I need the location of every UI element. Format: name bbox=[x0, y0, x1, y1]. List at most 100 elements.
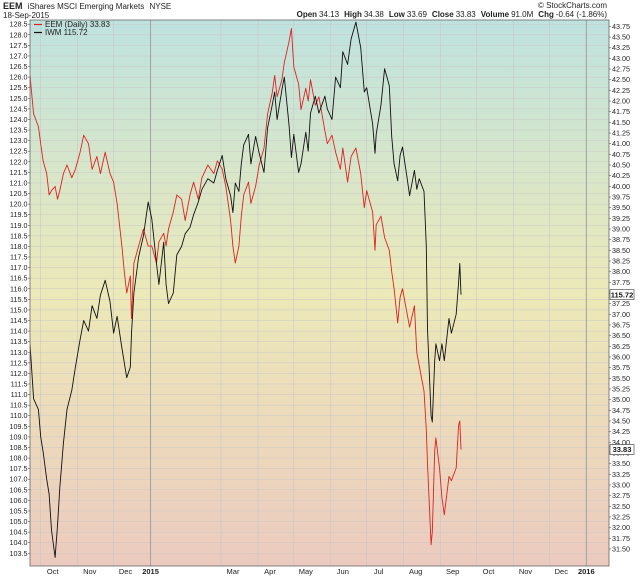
right-tick-label: 40.75 bbox=[612, 150, 630, 159]
right-tick-label: 40.00 bbox=[612, 182, 630, 191]
left-tick-label: 111.0 bbox=[11, 390, 28, 399]
right-tick-label: 33.25 bbox=[612, 470, 630, 479]
left-tick-label: 109.5 bbox=[10, 422, 28, 431]
right-tick-label: 39.75 bbox=[612, 193, 630, 202]
right-tick-label: 34.00 bbox=[612, 438, 630, 447]
right-tick-label: 35.50 bbox=[612, 374, 630, 383]
right-tick-label: 34.25 bbox=[612, 427, 630, 436]
left-tick-label: 110.5 bbox=[10, 401, 27, 410]
header-stats: Open 34.13 High 34.38 Low 33.69 Close 33.83 Volu… bbox=[297, 10, 608, 19]
left-tick-label: 122.5 bbox=[10, 147, 28, 156]
right-tick-label: 34.75 bbox=[612, 406, 630, 415]
stat-value: 34.13 bbox=[319, 10, 340, 19]
x-tick-label: 2015 bbox=[142, 567, 159, 576]
stat-label: Chg bbox=[538, 10, 554, 19]
right-tick-label: 39.50 bbox=[612, 203, 630, 212]
right-tick-label: 41.00 bbox=[612, 139, 630, 148]
series-layer bbox=[30, 21, 462, 558]
last-value-label: 33.83 bbox=[613, 445, 632, 454]
x-tick-label: Nov bbox=[83, 567, 97, 576]
stat-value: 91.0M bbox=[511, 10, 534, 19]
header-title: EEM iShares MSCI Emerging Markets NYSE bbox=[3, 1, 171, 11]
legend-entry: EEM (Daily) 33.83 bbox=[45, 20, 110, 29]
x-tick-label: May bbox=[299, 567, 313, 576]
right-tick-label: 41.50 bbox=[612, 118, 630, 127]
series-line-iwm bbox=[30, 21, 462, 558]
left-tick-label: 124.0 bbox=[10, 115, 28, 124]
left-tick-label: 120.5 bbox=[10, 189, 28, 198]
right-tick-label: 41.25 bbox=[612, 129, 630, 138]
left-tick-label: 113.0 bbox=[10, 348, 27, 357]
x-tick-label: Aug bbox=[409, 567, 422, 576]
left-tick-label: 114.0 bbox=[10, 327, 27, 336]
x-axis: Oct Nov Dec 2015 Mar Apr May Jun Jul Aug Sep Oct Nov… bbox=[47, 567, 595, 576]
x-tick-label: Sep bbox=[446, 567, 459, 576]
left-tick-label: 121.0 bbox=[10, 178, 28, 187]
right-tick-label: 42.50 bbox=[612, 75, 630, 84]
right-tick-label: 32.75 bbox=[612, 491, 630, 500]
left-tick-label: 112.5 bbox=[10, 358, 27, 367]
right-tick-label: 43.00 bbox=[612, 54, 630, 63]
last-value-label: 115.72 bbox=[611, 290, 634, 299]
x-tick-label: Dec bbox=[555, 567, 569, 576]
x-tick-label: Oct bbox=[47, 567, 60, 576]
series-line-eem bbox=[30, 28, 462, 546]
stat-value: 33.83 bbox=[456, 10, 477, 19]
right-tick-label: 38.25 bbox=[612, 257, 630, 266]
right-tick-label: 43.25 bbox=[612, 43, 630, 52]
left-tick-label: 114.5 bbox=[10, 316, 27, 325]
right-tick-label: 35.25 bbox=[612, 384, 630, 393]
last-value-box bbox=[609, 444, 635, 455]
right-tick-label: 31.75 bbox=[612, 534, 630, 543]
stat-label: High bbox=[344, 10, 362, 19]
last-value-badges: 115.72 33.83 bbox=[609, 289, 635, 455]
right-tick-label: 36.00 bbox=[612, 352, 630, 361]
left-tick-label: 113.5 bbox=[10, 337, 27, 346]
left-tick-label: 108.0 bbox=[10, 454, 28, 463]
left-tick-label: 117.5 bbox=[10, 253, 27, 262]
grid-lines bbox=[30, 20, 609, 566]
right-tick-label: 34.50 bbox=[612, 416, 630, 425]
left-tick-label: 106.0 bbox=[10, 496, 28, 505]
last-value-box bbox=[609, 289, 635, 300]
right-tick-label: 40.25 bbox=[612, 171, 630, 180]
stat-value: 33.69 bbox=[407, 10, 428, 19]
x-tick-label: Mar bbox=[227, 567, 240, 576]
left-tick-label: 115.5 bbox=[10, 295, 27, 304]
right-tick-label: 32.25 bbox=[612, 512, 630, 521]
left-tick-label: 109.0 bbox=[10, 432, 28, 441]
left-tick-label: 111.5 bbox=[11, 380, 28, 389]
right-tick-label: 35.75 bbox=[612, 363, 630, 372]
right-tick-label: 37.00 bbox=[612, 310, 630, 319]
left-tick-label: 124.5 bbox=[10, 104, 28, 113]
right-tick-label: 42.00 bbox=[612, 97, 630, 106]
x-tick-label: Oct bbox=[483, 567, 496, 576]
right-tick-label: 41.75 bbox=[612, 107, 630, 116]
stat-value: -0.64 (-1.86%) bbox=[556, 10, 607, 19]
left-tick-label: 116.0 bbox=[10, 284, 27, 293]
right-tick-label: 32.50 bbox=[612, 502, 630, 511]
right-tick-label: 38.50 bbox=[612, 246, 630, 255]
left-tick-label: 104.5 bbox=[10, 528, 28, 537]
left-tick-label: 115.0 bbox=[10, 305, 27, 314]
left-tick-label: 118.0 bbox=[10, 242, 27, 251]
left-tick-label: 112.0 bbox=[10, 369, 27, 378]
left-tick-label: 119.0 bbox=[10, 221, 27, 230]
right-tick-label: 38.75 bbox=[612, 235, 630, 244]
stat-label: Open bbox=[297, 10, 318, 19]
left-tick-label: 123.0 bbox=[10, 136, 28, 145]
left-tick-label: 127.0 bbox=[10, 51, 28, 60]
stat-value: 34.38 bbox=[364, 10, 385, 19]
left-tick-label: 104.0 bbox=[10, 538, 28, 547]
right-tick-label: 31.50 bbox=[612, 544, 630, 553]
watermark: © StockCharts.com bbox=[538, 1, 607, 10]
right-tick-label: 40.50 bbox=[612, 161, 630, 170]
x-tick-label: 2016 bbox=[578, 567, 595, 576]
left-tick-label: 123.5 bbox=[10, 126, 28, 135]
left-tick-label: 117.0 bbox=[10, 263, 27, 272]
left-tick-label: 110.0 bbox=[10, 411, 27, 420]
stat-label: Low bbox=[389, 10, 406, 19]
